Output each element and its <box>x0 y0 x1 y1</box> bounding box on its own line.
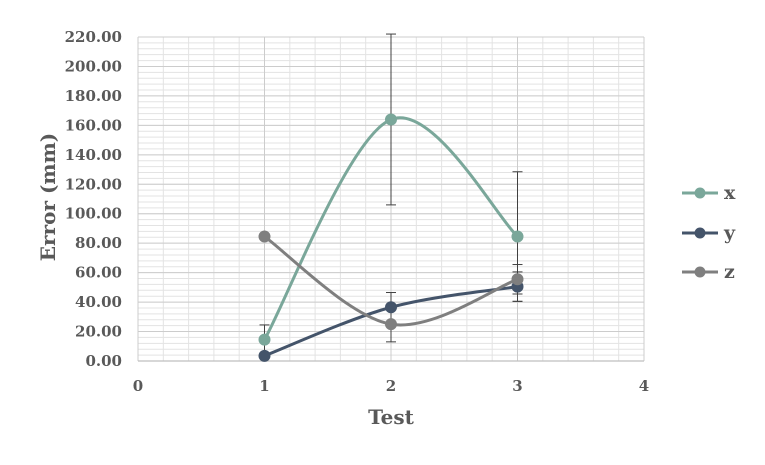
legend-marker-y <box>694 227 706 239</box>
data-point-x <box>511 230 524 243</box>
x-tick-label: 4 <box>639 377 649 395</box>
y-tick-label: 120.00 <box>65 175 122 193</box>
y-tick-label: 220.00 <box>65 28 122 46</box>
y-tick-label: 20.00 <box>75 323 122 341</box>
x-axis-tick-labels: 0 1 2 3 4 <box>133 377 649 395</box>
x-tick-label: 0 <box>133 377 143 395</box>
y-axis-tick-labels: 0.00 20.00 40.00 60.00 80.00 100.00 120.00 140.… <box>65 28 122 370</box>
y-tick-label: 60.00 <box>75 264 122 282</box>
y-tick-label: 160.00 <box>65 116 122 134</box>
legend-label-z: z <box>724 261 735 283</box>
y-tick-label: 180.00 <box>65 87 122 105</box>
y-tick-label: 0.00 <box>85 352 122 370</box>
y-axis-title: Error (mm) <box>36 133 60 261</box>
y-tick-label: 80.00 <box>75 234 122 252</box>
y-tick-label: 200.00 <box>65 57 122 75</box>
data-point-z <box>258 230 271 243</box>
x-axis-title: Test <box>368 405 415 429</box>
x-tick-label: 3 <box>512 377 522 395</box>
legend-marker-x <box>694 187 706 199</box>
y-tick-label: 100.00 <box>65 205 122 223</box>
data-point-z <box>511 273 524 286</box>
data-point-x <box>385 113 397 126</box>
data-point-y <box>385 301 397 314</box>
x-tick-label: 2 <box>386 377 396 395</box>
legend-marker-z <box>694 266 706 278</box>
series-points <box>258 113 524 362</box>
x-tick-label: 1 <box>259 377 269 395</box>
data-point-y <box>258 349 271 362</box>
legend-label-y: y <box>723 222 736 244</box>
y-tick-label: 40.00 <box>75 293 122 311</box>
data-point-x <box>258 333 271 346</box>
legend: xyz <box>682 182 736 283</box>
data-point-z <box>385 318 397 331</box>
y-tick-label: 140.00 <box>65 146 122 164</box>
legend-label-x: x <box>724 182 736 204</box>
